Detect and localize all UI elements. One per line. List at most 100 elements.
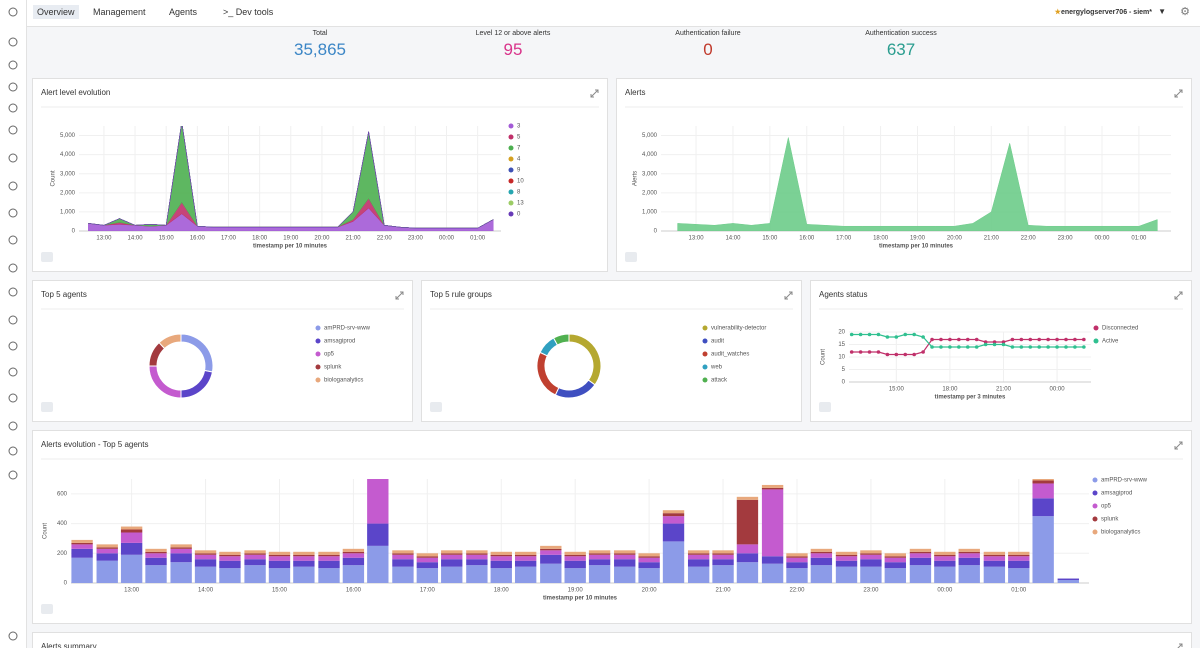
tab-label[interactable]: Management — [93, 7, 146, 17]
y-tick-label: 0 — [842, 380, 846, 386]
bar — [736, 562, 759, 583]
index-pattern-label[interactable]: energylogserver706 - siem* — [1060, 9, 1152, 16]
bar — [268, 568, 291, 583]
nav-icon — [8, 181, 18, 191]
bar — [441, 554, 463, 560]
slice — [180, 333, 214, 373]
nav-icon — [8, 393, 18, 403]
bar — [441, 553, 463, 555]
table-toggle[interactable] — [41, 604, 53, 614]
metric-label: Total — [312, 30, 328, 37]
bar — [120, 532, 143, 543]
y-tick-label: 3,000 — [642, 171, 658, 177]
bar — [392, 550, 414, 554]
point — [1028, 337, 1033, 342]
x-tick-label: 01:00 — [1131, 236, 1147, 242]
metric: Authentication failure 0 — [608, 30, 808, 60]
point — [1028, 345, 1033, 349]
tab-label[interactable]: Dev tools — [235, 7, 274, 17]
y-tick-label: 0 — [654, 229, 658, 235]
bar — [194, 553, 217, 555]
tab-label[interactable]: Agents — [169, 7, 198, 17]
legend-swatch — [702, 364, 708, 370]
table-toggle[interactable] — [625, 252, 637, 262]
y-tick-label: 5,000 — [642, 133, 658, 139]
metric-value: 637 — [886, 40, 916, 59]
point — [974, 337, 979, 342]
expand-icon[interactable] — [1174, 291, 1183, 300]
bar — [219, 568, 241, 583]
x-axis-label: timestamp per 3 minutes — [935, 395, 1006, 401]
sidebar-icons — [8, 7, 18, 641]
bar — [687, 559, 710, 567]
point — [849, 350, 854, 354]
table-toggle[interactable] — [430, 402, 442, 412]
tab-label[interactable]: Overview — [37, 7, 75, 17]
expand-icon-line — [395, 291, 404, 300]
point — [983, 340, 988, 344]
bar — [244, 554, 266, 560]
table-toggle[interactable] — [41, 402, 53, 412]
bar — [983, 554, 1006, 557]
legend-swatch — [508, 123, 514, 129]
x-axis-label: timestamp per 10 minutes — [879, 244, 954, 250]
x-axis-label: timestamp per 10 minutes — [543, 596, 618, 602]
bar — [466, 550, 488, 554]
expand-icon-head — [595, 89, 599, 93]
legend-swatch — [508, 134, 514, 140]
table-toggle[interactable] — [819, 402, 831, 412]
panel-canvas: vulnerability-detector audit audit_watches… — [430, 291, 793, 412]
bar — [194, 554, 217, 560]
legend-label: 7 — [517, 146, 521, 152]
legend-label: vulnerability-detector — [711, 326, 766, 332]
expand-icon[interactable] — [1174, 89, 1183, 98]
expand-icon[interactable] — [1175, 643, 1183, 648]
panel: Alerts summary — [32, 632, 1192, 648]
expand-icon[interactable] — [784, 291, 793, 300]
panel-title: Top 5 agents — [41, 290, 87, 299]
legend-swatch — [508, 167, 514, 173]
point — [903, 332, 908, 337]
x-tick-label: 15:00 — [762, 236, 778, 242]
dropdown-caret[interactable]: ▼ — [1158, 7, 1166, 16]
bar — [1008, 556, 1030, 561]
panel-canvas — [1175, 643, 1183, 648]
x-tick-label: 21:00 — [716, 588, 732, 594]
tab[interactable]: >_ Dev tools — [219, 5, 277, 19]
expand-icon[interactable] — [1174, 441, 1183, 450]
bar — [588, 554, 611, 560]
nav-icon — [8, 341, 18, 351]
nav-icon — [8, 367, 18, 377]
bar — [293, 560, 315, 567]
settings-icon[interactable]: ⚙ — [1180, 6, 1190, 18]
legend-label: Disconnected — [1102, 326, 1138, 332]
table-toggle[interactable] — [41, 252, 53, 262]
legend-swatch — [1092, 503, 1098, 509]
expand-icon[interactable] — [590, 89, 599, 98]
tab[interactable]: Agents — [165, 5, 201, 19]
index-pattern[interactable]: ★energylogserver706 - siem* — [1055, 8, 1152, 16]
expand-icon-line — [1174, 89, 1183, 98]
nav-icon — [8, 263, 18, 273]
x-tick-label: 22:00 — [377, 236, 393, 242]
point — [1064, 345, 1068, 349]
x-tick-label: 18:00 — [873, 236, 889, 242]
bar — [810, 548, 833, 552]
bar — [170, 544, 192, 548]
bar — [934, 551, 956, 555]
nav-icon — [8, 470, 18, 480]
bar — [564, 560, 586, 569]
tab[interactable]: Overview — [33, 5, 79, 19]
bar — [540, 548, 562, 551]
bar — [416, 568, 439, 583]
legend-swatch — [508, 211, 514, 217]
bar — [1032, 480, 1054, 484]
point — [912, 332, 916, 337]
bar — [835, 556, 858, 561]
tab[interactable]: Management — [89, 5, 150, 19]
nav-icon — [8, 208, 18, 218]
expand-icon[interactable] — [395, 291, 404, 300]
y-axis-label: Count — [821, 349, 827, 365]
expand-icon-tail — [784, 296, 788, 300]
bar — [392, 553, 414, 555]
